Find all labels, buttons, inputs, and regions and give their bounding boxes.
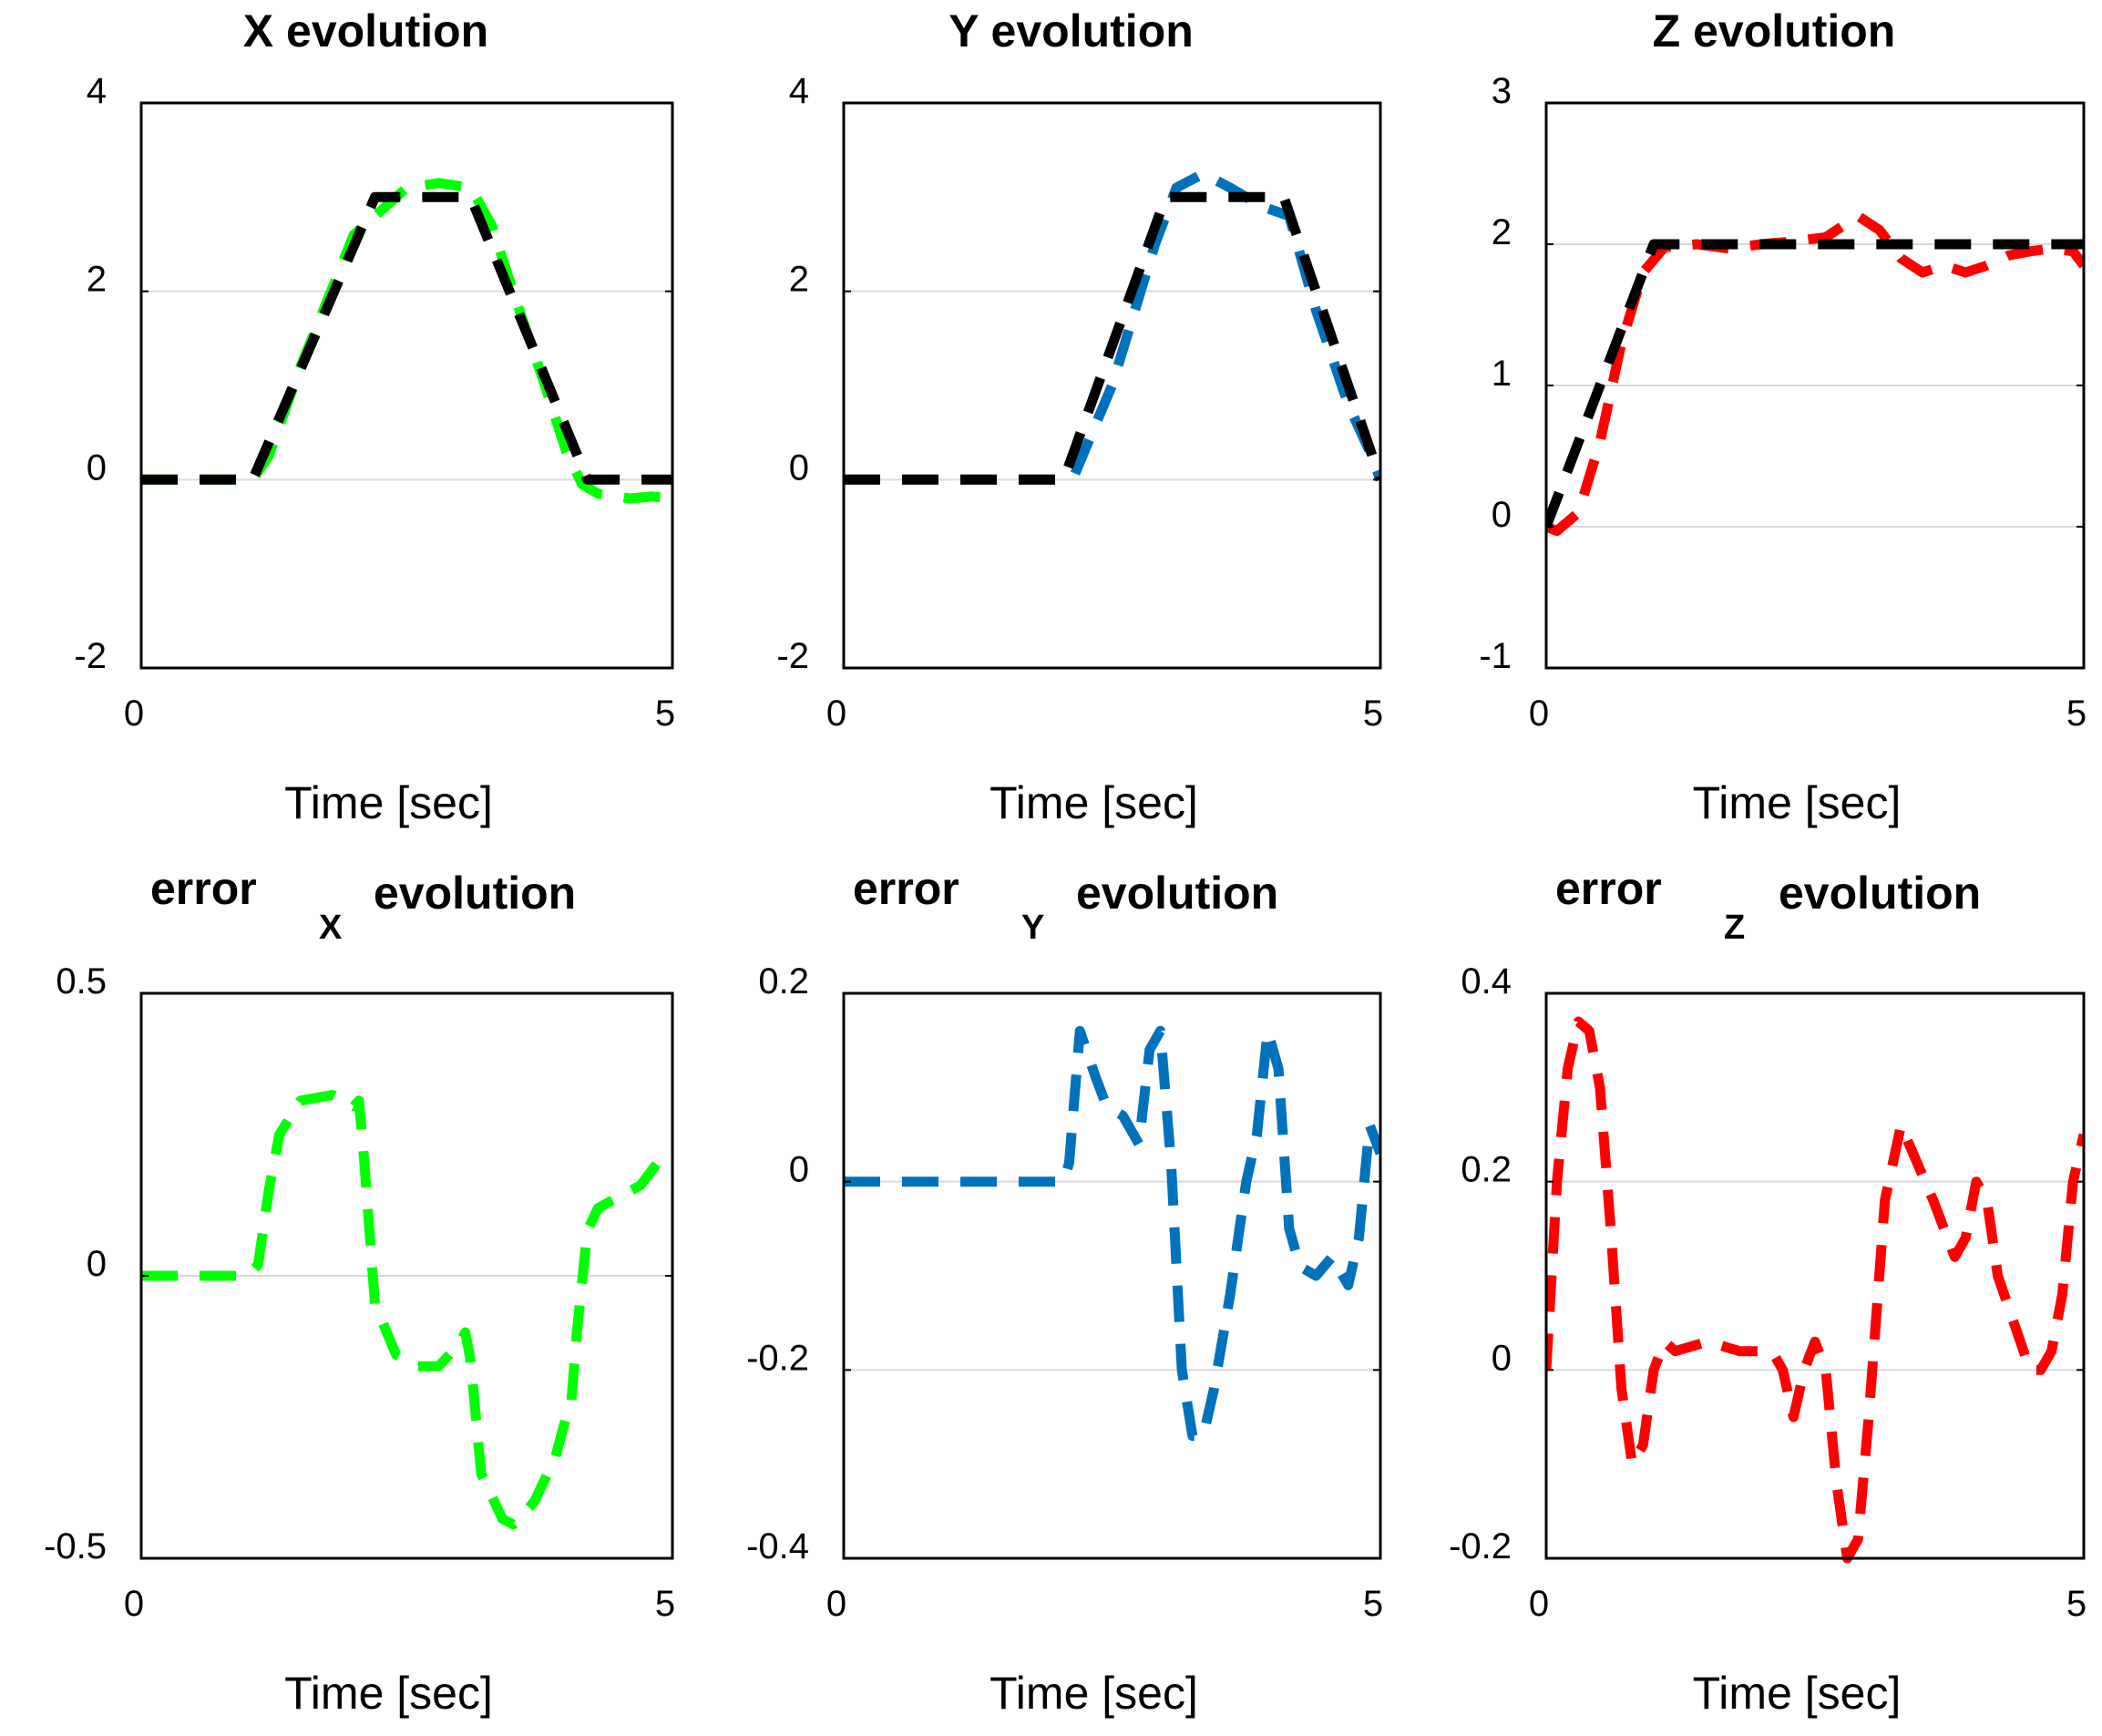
y-tick-label: 1	[1492, 354, 1512, 394]
x-tick-label: 5	[2066, 693, 2087, 734]
y-tick-label: -1	[1479, 636, 1512, 676]
y-tick-label: 0	[87, 447, 107, 488]
y-tick-label: 3	[1492, 71, 1512, 111]
chart-title-suffix: evolution	[374, 868, 576, 919]
y-tick-label: 0	[1492, 495, 1512, 535]
chart-title: X evolution	[243, 5, 488, 56]
axes-box	[842, 991, 1382, 1560]
y-tick-label: 4	[789, 71, 809, 111]
x-axis-label: Time [sec]	[1693, 777, 1902, 828]
series-line-1	[844, 1025, 1380, 1442]
x-tick-label: 0	[826, 1584, 846, 1624]
y-tick-label: 0	[87, 1244, 107, 1284]
x-tick-label: 5	[1363, 693, 1383, 734]
chart-1: -2 0 2 4 0 5 Time [sec] X evolution	[74, 5, 675, 828]
y-tick-label: 0.2	[758, 961, 809, 1002]
x-tick-label: 5	[1363, 1584, 1383, 1624]
x-axis-label: Time [sec]	[989, 777, 1198, 828]
series-line-1	[1546, 211, 2084, 537]
chart-2: -2 0 2 4 0 5 Time [sec] Y evolution	[776, 5, 1383, 828]
y-tick-label: -0.5	[44, 1526, 107, 1567]
chart-title: error	[150, 863, 257, 914]
series-line-2	[844, 191, 1380, 485]
x-tick-label: 0	[124, 1584, 144, 1624]
x-axis-label: Time [sec]	[989, 1668, 1198, 1719]
x-tick-label: 0	[124, 693, 144, 734]
y-tick-label: 0	[789, 1150, 809, 1190]
chart-title: Y evolution	[948, 5, 1194, 56]
y-tick-label: -2	[74, 636, 107, 676]
x-axis-label: Time [sec]	[284, 777, 493, 828]
series-line-1	[1546, 1016, 2084, 1564]
series-line-2	[141, 191, 672, 485]
chart-title-suffix: evolution	[1076, 868, 1278, 919]
chart-3: -1 0 1 2 3 0 5 Time [sec] Z evolution	[1479, 5, 2087, 828]
x-tick-label: 0	[1529, 1584, 1549, 1624]
y-tick-label: 0.5	[56, 961, 107, 1002]
series-line-2	[1546, 239, 2084, 529]
series-line-1	[141, 178, 672, 504]
y-tick-label: -0.2	[1449, 1526, 1512, 1567]
y-tick-label: 2	[1492, 212, 1512, 252]
y-tick-label: -0.2	[746, 1338, 809, 1378]
chart-title-subscript: X	[319, 909, 343, 947]
y-tick-label: 2	[789, 260, 809, 300]
chart-title-suffix: evolution	[1779, 868, 1981, 919]
chart-title: error	[1555, 863, 1662, 914]
y-tick-label: 0.4	[1461, 961, 1512, 1002]
y-tick-label: 2	[87, 260, 107, 300]
axes-box	[139, 101, 674, 670]
axes-box	[1544, 991, 2086, 1560]
chart-title-subscript: Z	[1724, 909, 1745, 947]
x-tick-label: 0	[826, 693, 846, 734]
x-tick-label: 5	[655, 1584, 675, 1624]
y-tick-label: 0	[789, 447, 809, 488]
chart-title-subscript: Y	[1021, 909, 1044, 947]
x-tick-label: 0	[1529, 693, 1549, 734]
series-line-1	[844, 169, 1380, 485]
x-axis-label: Time [sec]	[1693, 1668, 1902, 1719]
y-tick-label: 0	[1492, 1338, 1512, 1378]
axes-box	[842, 101, 1382, 670]
chart-title: Z evolution	[1653, 5, 1896, 56]
y-tick-label: 0.2	[1461, 1150, 1512, 1190]
x-axis-label: Time [sec]	[284, 1668, 493, 1719]
x-tick-label: 5	[2066, 1584, 2087, 1624]
y-tick-label: -2	[776, 636, 809, 676]
series-line-1	[141, 1090, 666, 1530]
y-tick-label: -0.4	[746, 1526, 809, 1567]
x-tick-label: 5	[655, 693, 675, 734]
chart-title: error	[853, 863, 959, 914]
y-tick-label: 4	[87, 71, 107, 111]
